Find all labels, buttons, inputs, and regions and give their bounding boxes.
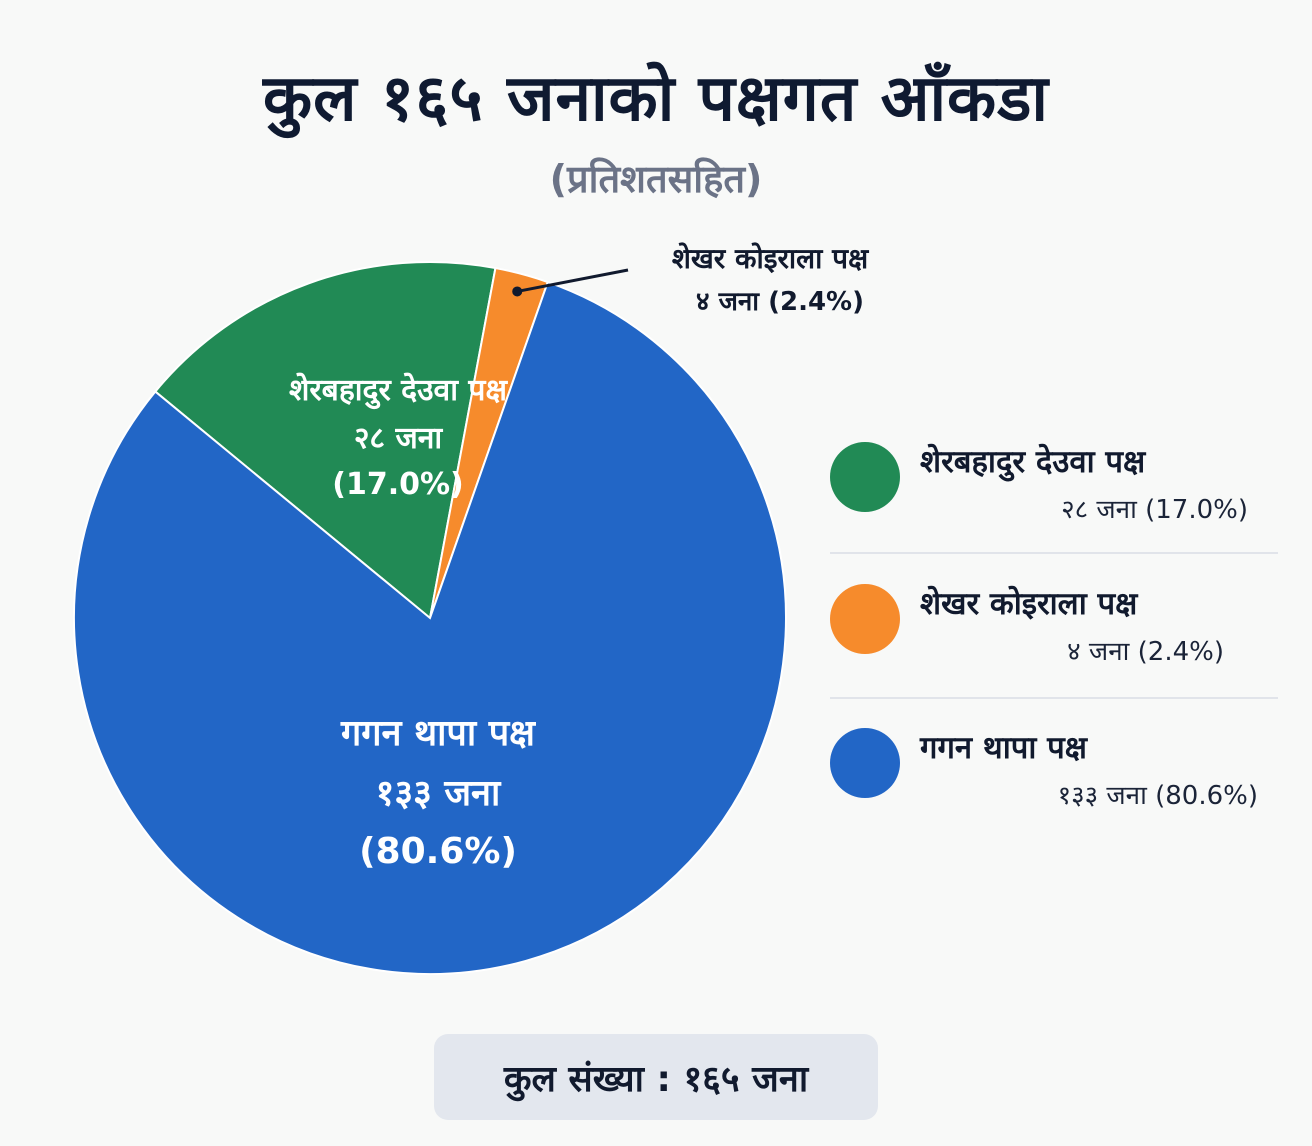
total-count-label: कुल संख्या : १६५ जना xyxy=(503,1058,809,1100)
slice-sherbahadur-deuba xyxy=(153,261,497,620)
legend-swatch xyxy=(830,442,900,512)
callout-name: शेखर कोइराला पक्ष xyxy=(672,242,869,275)
slice-label-count: १३३ जना xyxy=(376,773,502,814)
legend-name: शेखर कोइराला पक्ष xyxy=(920,586,1138,622)
legend-value: १३३ जना (80.6%) xyxy=(1057,781,1258,811)
legend-value: २८ जना (17.0%) xyxy=(1061,495,1248,525)
callout-dot xyxy=(512,286,523,297)
chart-title: कुल १६५ जनाको पक्षगत आँकडा xyxy=(263,62,1049,136)
legend-value: ४ जना (2.4%) xyxy=(1067,637,1224,667)
legend-name: गगन थापा पक्ष xyxy=(920,730,1088,766)
legend-item-sherbahadur-deuba: शेरबहादुर देउवा पक्ष २८ जना (17.0%) xyxy=(830,440,1280,540)
legend-swatch xyxy=(830,584,900,654)
slice-label-percent: (80.6%) xyxy=(359,831,517,872)
chart-subtitle: (प्रतिशतसहित) xyxy=(549,157,763,201)
callout-value: ४ जना (2.4%) xyxy=(696,287,864,317)
legend-divider xyxy=(830,552,1278,554)
slice-label-name: शेरबहादुर देउवा पक्ष xyxy=(289,372,508,410)
legend-name: शेरबहादुर देउवा पक्ष xyxy=(920,444,1146,480)
legend-item-shekhar-koirala: शेखर कोइराला पक्ष ४ जना (2.4%) xyxy=(830,582,1280,682)
slice-label-percent: (17.0%) xyxy=(332,467,464,502)
callout-line xyxy=(516,268,629,293)
total-count-badge: कुल संख्या : १६५ जना xyxy=(434,1034,878,1120)
slice-label-name: गगन थापा पक्ष xyxy=(340,713,536,754)
legend-item-gagan-thapa: गगन थापा पक्ष १३३ जना (80.6%) xyxy=(830,726,1280,826)
legend-swatch xyxy=(830,728,900,798)
slice-gagan-thapa xyxy=(73,280,788,975)
slice-label-count: २८ जना xyxy=(354,421,444,456)
legend-divider xyxy=(830,697,1278,699)
